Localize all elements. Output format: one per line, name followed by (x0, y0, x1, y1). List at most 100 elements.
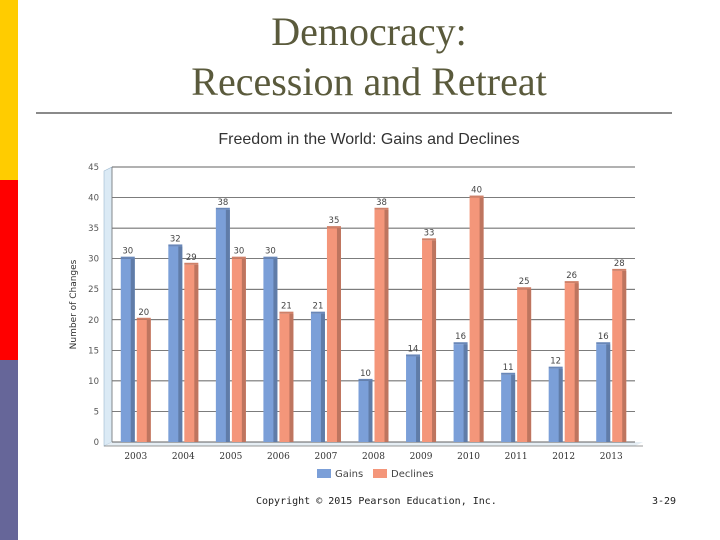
bar-top (168, 244, 183, 247)
bar-side-shade (130, 258, 135, 442)
bar-top (501, 372, 516, 375)
data-label: 35 (329, 216, 340, 226)
data-label: 30 (265, 247, 276, 257)
bar-side-shade (622, 270, 627, 442)
legend-swatch-gains (317, 469, 331, 478)
x-tick-label: 2008 (362, 452, 385, 462)
bar-top (564, 281, 579, 284)
bar-side-shade (432, 240, 437, 442)
bar-side-shade (463, 344, 468, 442)
bar-top (406, 354, 421, 357)
bar-side-shade (225, 209, 230, 442)
bar-side-shade (320, 313, 325, 442)
accent-strip-purple (0, 360, 18, 540)
data-label: 16 (455, 332, 466, 342)
legend-swatch-declines (373, 469, 387, 478)
x-tick-label: 2007 (315, 452, 338, 462)
data-label: 26 (566, 271, 577, 281)
bar-top (326, 226, 341, 229)
y-tick-label: 45 (88, 163, 99, 173)
data-label: 32 (170, 234, 181, 244)
bar-top (469, 195, 484, 198)
accent-strip-red (0, 180, 18, 360)
data-label: 10 (360, 369, 371, 379)
bar-top (120, 256, 135, 259)
bar-top (358, 378, 373, 381)
data-label: 38 (217, 198, 228, 208)
bar-top (184, 262, 199, 265)
bar-side-shade (273, 258, 278, 442)
bar-side-shade (289, 313, 294, 442)
data-label: 30 (233, 247, 244, 257)
x-tick-label: 2006 (267, 452, 290, 462)
data-label: 21 (313, 302, 324, 312)
data-label: 33 (424, 228, 435, 238)
data-label: 16 (598, 332, 609, 342)
bar-top (422, 238, 437, 241)
y-tick-label: 30 (88, 255, 99, 265)
x-tick-label: 2011 (505, 452, 528, 462)
bar-top (231, 256, 246, 259)
data-label: 25 (519, 277, 530, 287)
bar-side-shade (146, 319, 151, 442)
y-tick-label: 40 (88, 194, 99, 204)
title-divider (36, 112, 672, 114)
bar-top (596, 342, 611, 345)
bar-side-shade (384, 209, 389, 442)
legend-label-declines: Declines (391, 469, 434, 480)
accent-strip-yellow (0, 0, 18, 180)
y-axis-label: Number of Changes (69, 259, 79, 349)
x-tick-label: 2004 (172, 452, 195, 462)
data-label: 40 (471, 186, 482, 196)
bar-top (215, 207, 230, 210)
copyright-notice: Copyright © 2015 Pearson Education, Inc. (256, 496, 497, 507)
data-label: 29 (186, 253, 197, 263)
slide-title-line-2: Recession and Retreat (191, 59, 547, 104)
y-tick-label: 0 (94, 438, 99, 448)
x-tick-label: 2009 (410, 452, 433, 462)
data-label: 12 (550, 357, 561, 367)
data-label: 20 (138, 308, 149, 318)
x-tick-label: 2010 (457, 452, 480, 462)
bar-top (136, 317, 151, 320)
x-tick-label: 2003 (124, 452, 147, 462)
y-tick-label: 5 (94, 407, 99, 417)
data-label: 14 (408, 344, 419, 354)
bar-side-shade (416, 356, 421, 442)
bar-top (612, 268, 627, 271)
y-tick-label: 25 (88, 285, 99, 295)
data-label: 28 (614, 259, 625, 269)
bar-chart: 0 5 10 15 20 25 30 35 40 45 Number of Changes 30 20 2… (69, 163, 643, 480)
bar-side-shade (194, 264, 199, 442)
bar-side-shade (558, 368, 563, 442)
data-label: 30 (122, 247, 133, 257)
plot-area (112, 167, 635, 442)
bar-side-shade (479, 197, 484, 442)
data-label: 21 (281, 302, 292, 312)
bar-top (263, 256, 278, 259)
plot-side-wall (103, 166, 113, 447)
y-tick-label: 35 (88, 224, 99, 234)
bar-top (374, 207, 389, 210)
x-tick-label: 2005 (219, 452, 242, 462)
bar-top (453, 342, 468, 345)
bar-top (279, 311, 294, 314)
chart-title: Freedom in the World: Gains and Declines (218, 131, 520, 148)
bar-side-shade (606, 344, 611, 442)
slide-title-line-1: Democracy: (271, 9, 467, 54)
y-tick-label: 15 (88, 346, 99, 356)
bar-side-shade (336, 228, 341, 442)
y-tick-label: 10 (88, 377, 99, 387)
bar-top (310, 311, 325, 314)
bar-side-shade (178, 246, 183, 442)
plot-floor (104, 442, 643, 446)
bar-side-shade (368, 380, 373, 442)
bar-top (517, 287, 532, 290)
y-tick-label: 20 (88, 316, 99, 326)
bar-side-shade (574, 283, 579, 442)
x-tick-label: 2012 (552, 452, 575, 462)
bar-side-shade (511, 374, 516, 442)
legend-label-gains: Gains (335, 469, 363, 480)
page-number: 3-29 (652, 496, 677, 507)
bar-side-shade (527, 289, 532, 442)
